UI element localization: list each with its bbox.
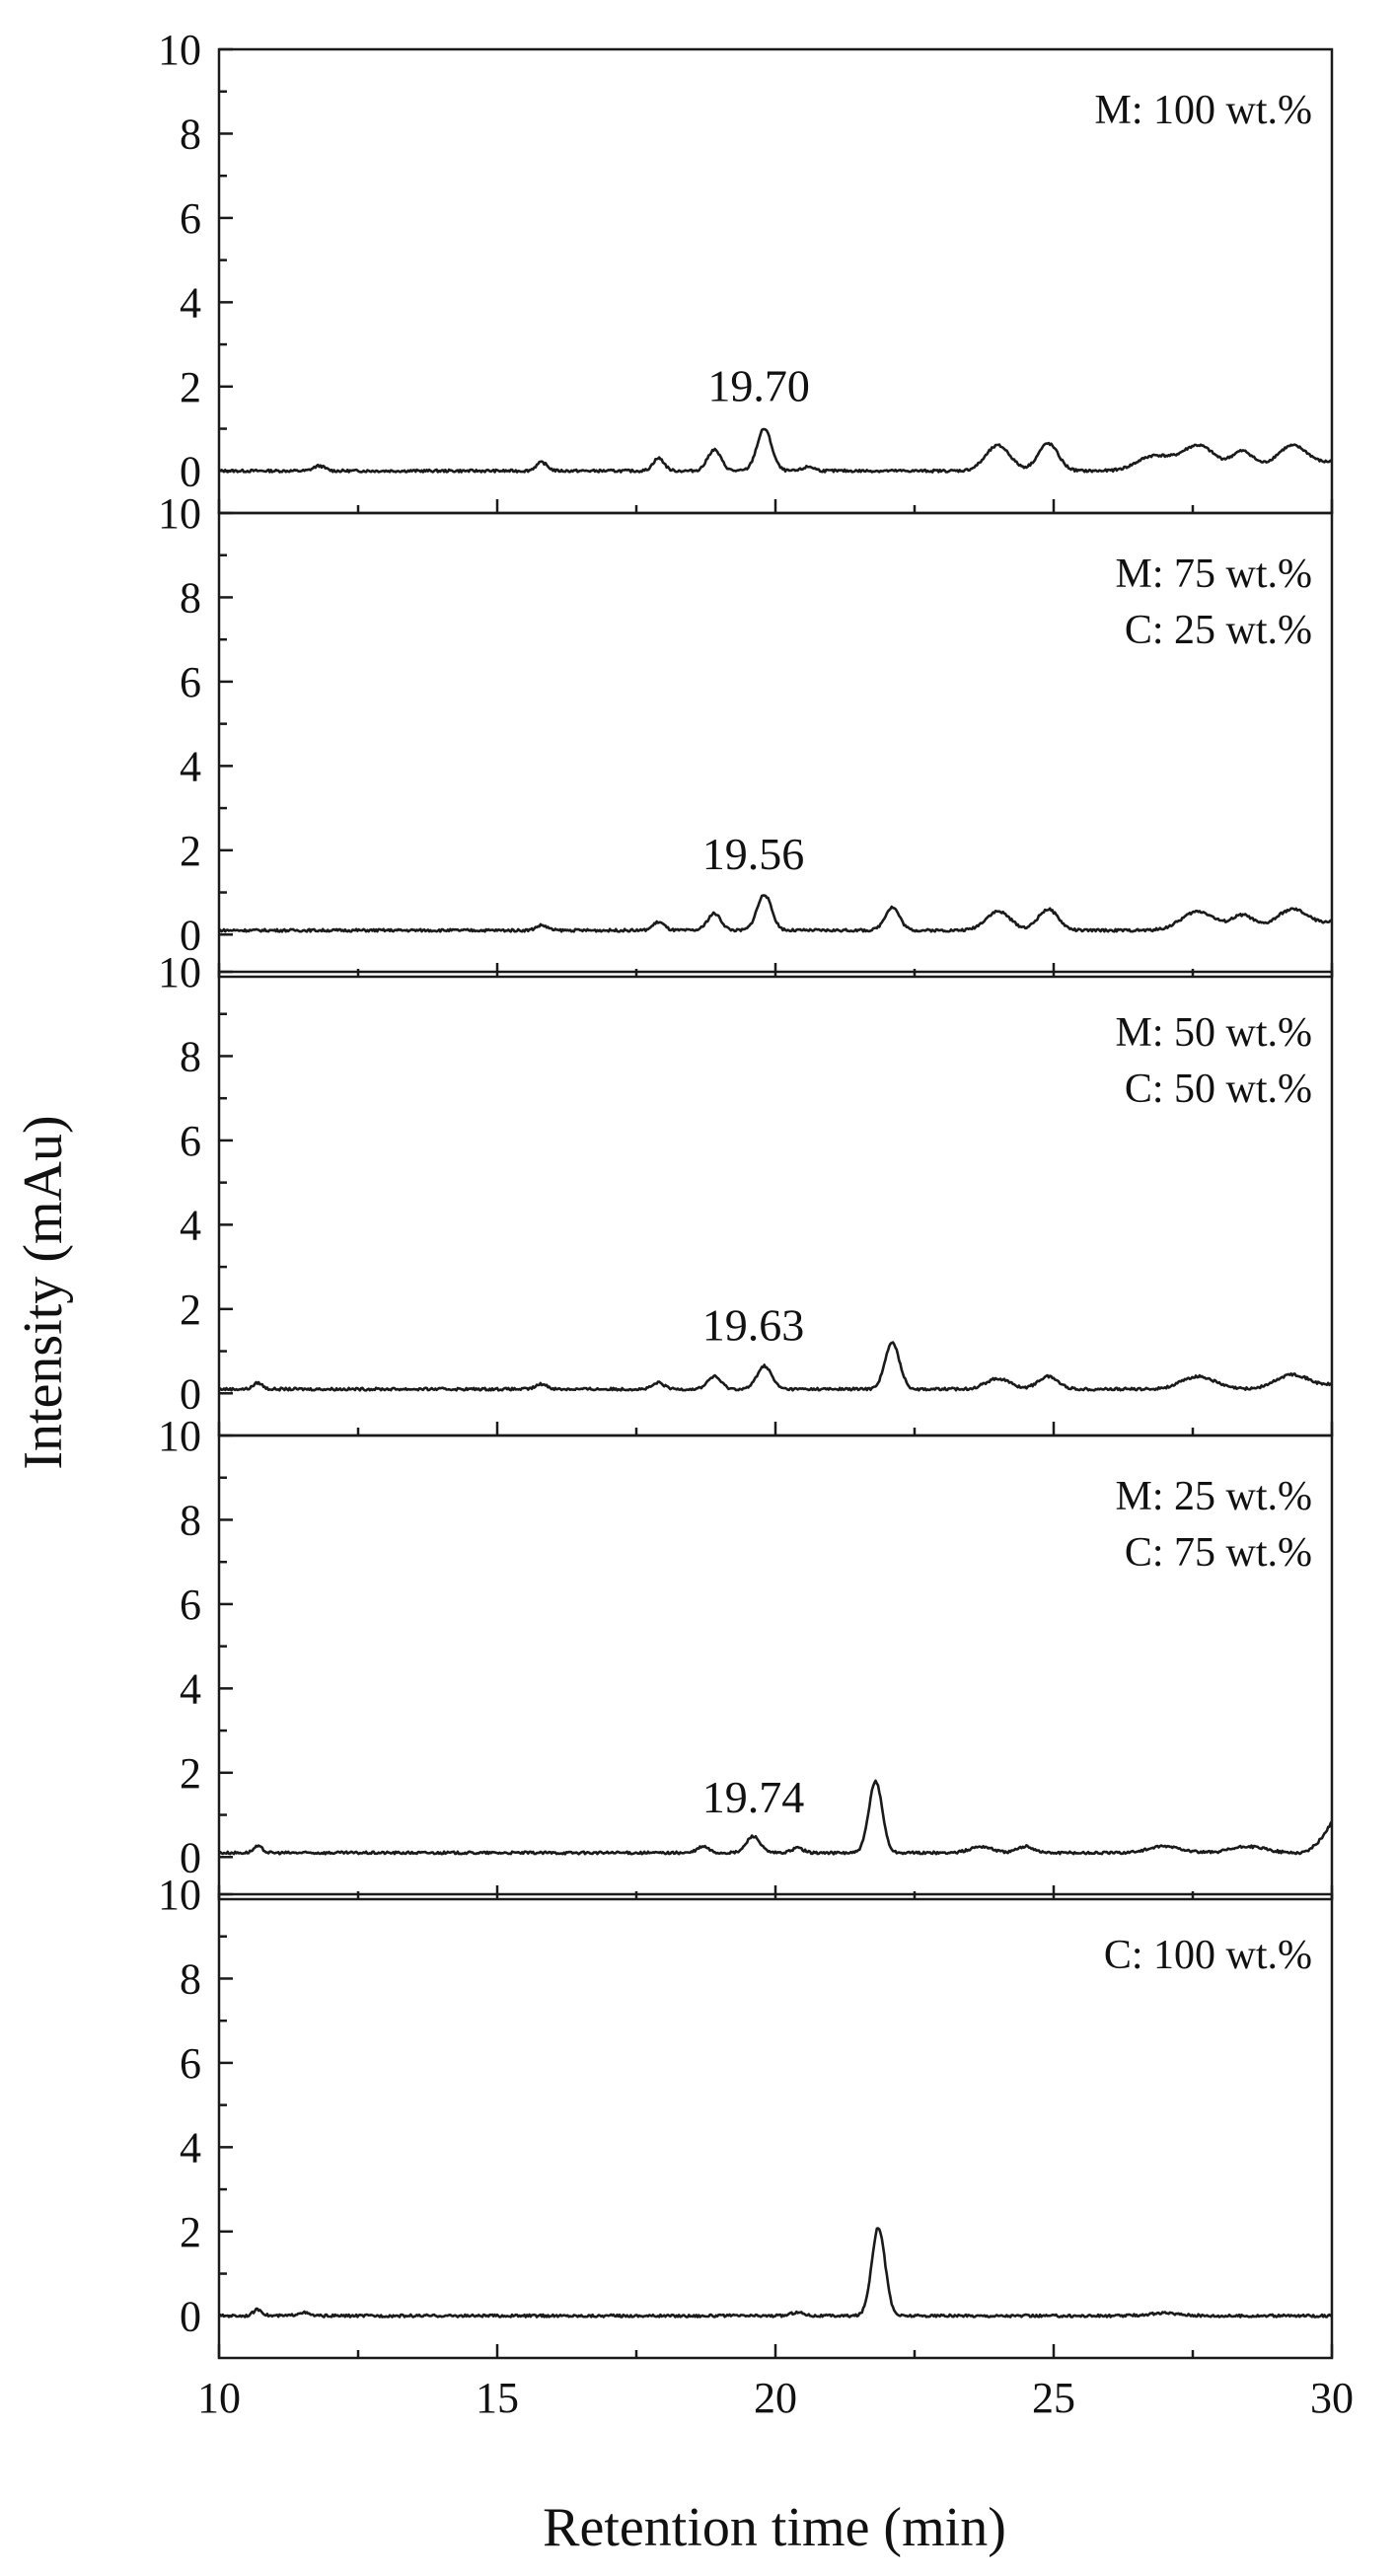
chromatogram-trace — [218, 1779, 1334, 1856]
x-tick-label: 30 — [1310, 2374, 1354, 2422]
y-tick-label: 0 — [180, 1369, 201, 1418]
x-tick-label: 20 — [754, 2374, 797, 2422]
peak-annotation: 19.56 — [702, 829, 805, 879]
y-tick-label: 4 — [180, 1664, 201, 1713]
y-tick-label: 6 — [180, 194, 201, 243]
y-axis-title: Intensity (mAu) — [13, 1115, 74, 1469]
x-axis-title: Retention time (min) — [543, 2497, 1006, 2558]
chromatogram-trace — [218, 894, 1333, 933]
y-tick-label: 10 — [158, 1871, 201, 1919]
y-tick-label: 0 — [180, 911, 201, 959]
y-tick-label: 0 — [180, 447, 201, 495]
y-tick-label: 6 — [180, 658, 201, 706]
y-tick-label: 4 — [180, 1201, 201, 1249]
y-tick-label: 8 — [180, 1954, 201, 2003]
y-tick-label: 4 — [180, 2123, 201, 2171]
y-tick-label: 6 — [180, 2039, 201, 2088]
y-tick-label: 0 — [180, 1833, 201, 1881]
y-tick-label: 4 — [180, 278, 201, 327]
composition-label: C: 100 wt.% — [1104, 1933, 1312, 1978]
composition-label: M: 100 wt.% — [1095, 88, 1313, 133]
y-tick-label: 2 — [180, 1749, 201, 1798]
composition-label: M: 25 wt.% — [1116, 1474, 1313, 1519]
x-tick-label: 10 — [197, 2374, 241, 2422]
panel-1: 0 2 4 6 8 10 M: 100 wt.% 19.70 — [158, 26, 1334, 515]
y-tick-label: 8 — [180, 1496, 201, 1544]
y-tick-label: 6 — [180, 1581, 201, 1629]
panel-2: 0 2 4 6 8 10 M: 75 wt.% C: 25 wt.% 19.56 — [158, 489, 1334, 979]
y-tick-label: 10 — [158, 948, 201, 996]
chromatogram-trace — [218, 1341, 1333, 1392]
x-tick-label: 25 — [1032, 2374, 1075, 2422]
composition-label: C: 25 wt.% — [1125, 608, 1312, 653]
y-tick-label: 0 — [180, 2292, 201, 2340]
y-tick-label: 2 — [180, 363, 201, 411]
composition-label: M: 50 wt.% — [1116, 1010, 1313, 1056]
panels-group: 0 2 4 6 8 10 M: 100 wt.% 19.70 0 2 4 6 8 10 M: 75 wt.%… — [158, 26, 1354, 2422]
panel-3: 0 2 4 6 8 10 M: 50 wt.% C: 50 wt.% 19.63 — [158, 948, 1334, 1437]
y-tick-label: 2 — [180, 827, 201, 875]
composition-label: C: 50 wt.% — [1125, 1067, 1312, 1112]
peak-annotation: 19.74 — [702, 1772, 805, 1822]
y-tick-label: 10 — [158, 1412, 201, 1460]
y-tick-label: 8 — [180, 1032, 201, 1080]
x-tick-label: 15 — [476, 2374, 519, 2422]
composition-label: M: 75 wt.% — [1116, 552, 1313, 597]
panel-5: 0 2 4 6 8 10 C: 100 wt.% — [158, 1871, 1334, 2360]
y-tick-label: 6 — [180, 1117, 201, 1165]
chromatogram-trace — [218, 427, 1333, 474]
y-tick-label: 2 — [180, 1286, 201, 1334]
y-tick-label: 2 — [180, 2208, 201, 2256]
y-tick-label: 8 — [180, 573, 201, 622]
composition-label: C: 75 wt.% — [1125, 1530, 1312, 1576]
peak-annotation: 19.70 — [707, 361, 810, 411]
peak-annotation: 19.63 — [702, 1300, 805, 1351]
panel-4: 0 2 4 6 8 10 M: 25 wt.% C: 75 wt.% 19.74 — [158, 1412, 1334, 1901]
y-tick-label: 10 — [158, 26, 201, 74]
chromatogram-trace — [217, 2227, 1333, 2318]
y-tick-label: 8 — [180, 110, 201, 158]
y-tick-label: 4 — [180, 742, 201, 790]
y-tick-label: 10 — [158, 489, 201, 538]
